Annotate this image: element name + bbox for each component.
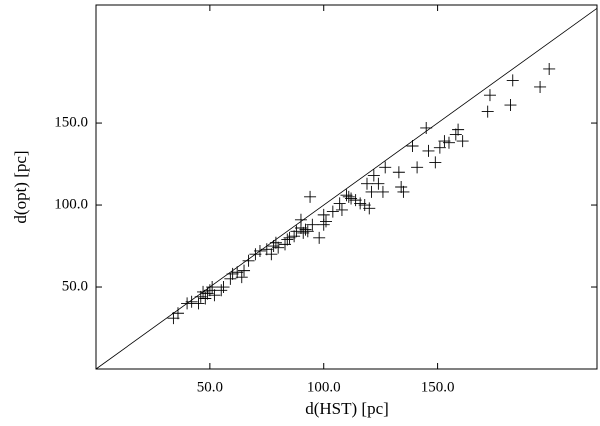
point — [543, 62, 556, 75]
point — [192, 297, 205, 310]
point — [294, 213, 307, 226]
point — [201, 287, 214, 300]
point — [376, 185, 389, 198]
point — [358, 199, 371, 212]
point — [215, 284, 228, 297]
point — [506, 74, 519, 87]
point — [449, 128, 462, 141]
point — [265, 248, 278, 261]
point — [335, 203, 348, 216]
point — [442, 136, 455, 149]
point — [208, 289, 221, 302]
point — [534, 80, 547, 93]
x-tick-label: 50.0 — [197, 379, 223, 395]
point — [199, 292, 212, 305]
x-tick-label: 150.0 — [421, 379, 455, 395]
point — [306, 218, 319, 231]
point — [253, 244, 266, 257]
point — [267, 240, 280, 253]
point — [452, 123, 465, 136]
point — [420, 121, 433, 134]
y-tick-label: 50.0 — [62, 278, 88, 294]
point — [231, 266, 244, 279]
point — [290, 225, 303, 238]
point — [313, 231, 326, 244]
point — [238, 264, 251, 277]
point — [217, 281, 230, 294]
point — [242, 254, 255, 267]
point — [397, 185, 410, 198]
point — [483, 89, 496, 102]
point — [438, 135, 451, 148]
point — [317, 208, 330, 221]
point — [301, 225, 314, 238]
point — [349, 194, 362, 207]
point — [456, 135, 469, 148]
point — [333, 197, 346, 210]
point — [429, 156, 442, 169]
y-tick-label: 100.0 — [54, 196, 88, 212]
point — [288, 230, 301, 243]
point — [224, 272, 237, 285]
point — [167, 312, 180, 325]
x-axis-label: d(HST) [pc] — [305, 399, 389, 418]
point — [360, 177, 373, 190]
point — [269, 236, 282, 249]
point — [260, 243, 273, 256]
point — [181, 297, 194, 310]
point — [283, 231, 296, 244]
point — [226, 267, 239, 280]
point — [342, 190, 355, 203]
point — [206, 281, 219, 294]
point — [272, 241, 285, 254]
point — [504, 99, 517, 112]
point — [185, 295, 198, 308]
point — [365, 185, 378, 198]
x-tick-label: 100.0 — [307, 379, 341, 395]
y-axis-label: d(opt) [pc] — [11, 150, 30, 223]
point — [297, 226, 310, 239]
point — [299, 223, 312, 236]
point — [395, 181, 408, 193]
point — [372, 177, 385, 190]
point — [194, 290, 207, 303]
point — [340, 189, 353, 202]
plot-frame — [95, 4, 598, 370]
point — [345, 192, 358, 205]
point — [422, 144, 435, 157]
point — [279, 238, 292, 251]
point — [281, 233, 294, 246]
point — [235, 271, 248, 284]
identity-line — [95, 7, 598, 370]
point — [197, 285, 210, 298]
point — [320, 215, 333, 228]
point — [481, 105, 494, 118]
point — [433, 141, 446, 154]
point — [203, 284, 216, 297]
point — [171, 307, 184, 320]
point — [354, 197, 367, 210]
point — [363, 202, 376, 215]
point — [367, 169, 380, 182]
point — [379, 161, 392, 174]
point — [249, 248, 262, 261]
point — [326, 205, 339, 218]
point — [392, 166, 405, 179]
y-tick-label: 150.0 — [54, 114, 88, 130]
point — [406, 140, 419, 153]
point — [304, 190, 317, 203]
point — [411, 161, 424, 174]
